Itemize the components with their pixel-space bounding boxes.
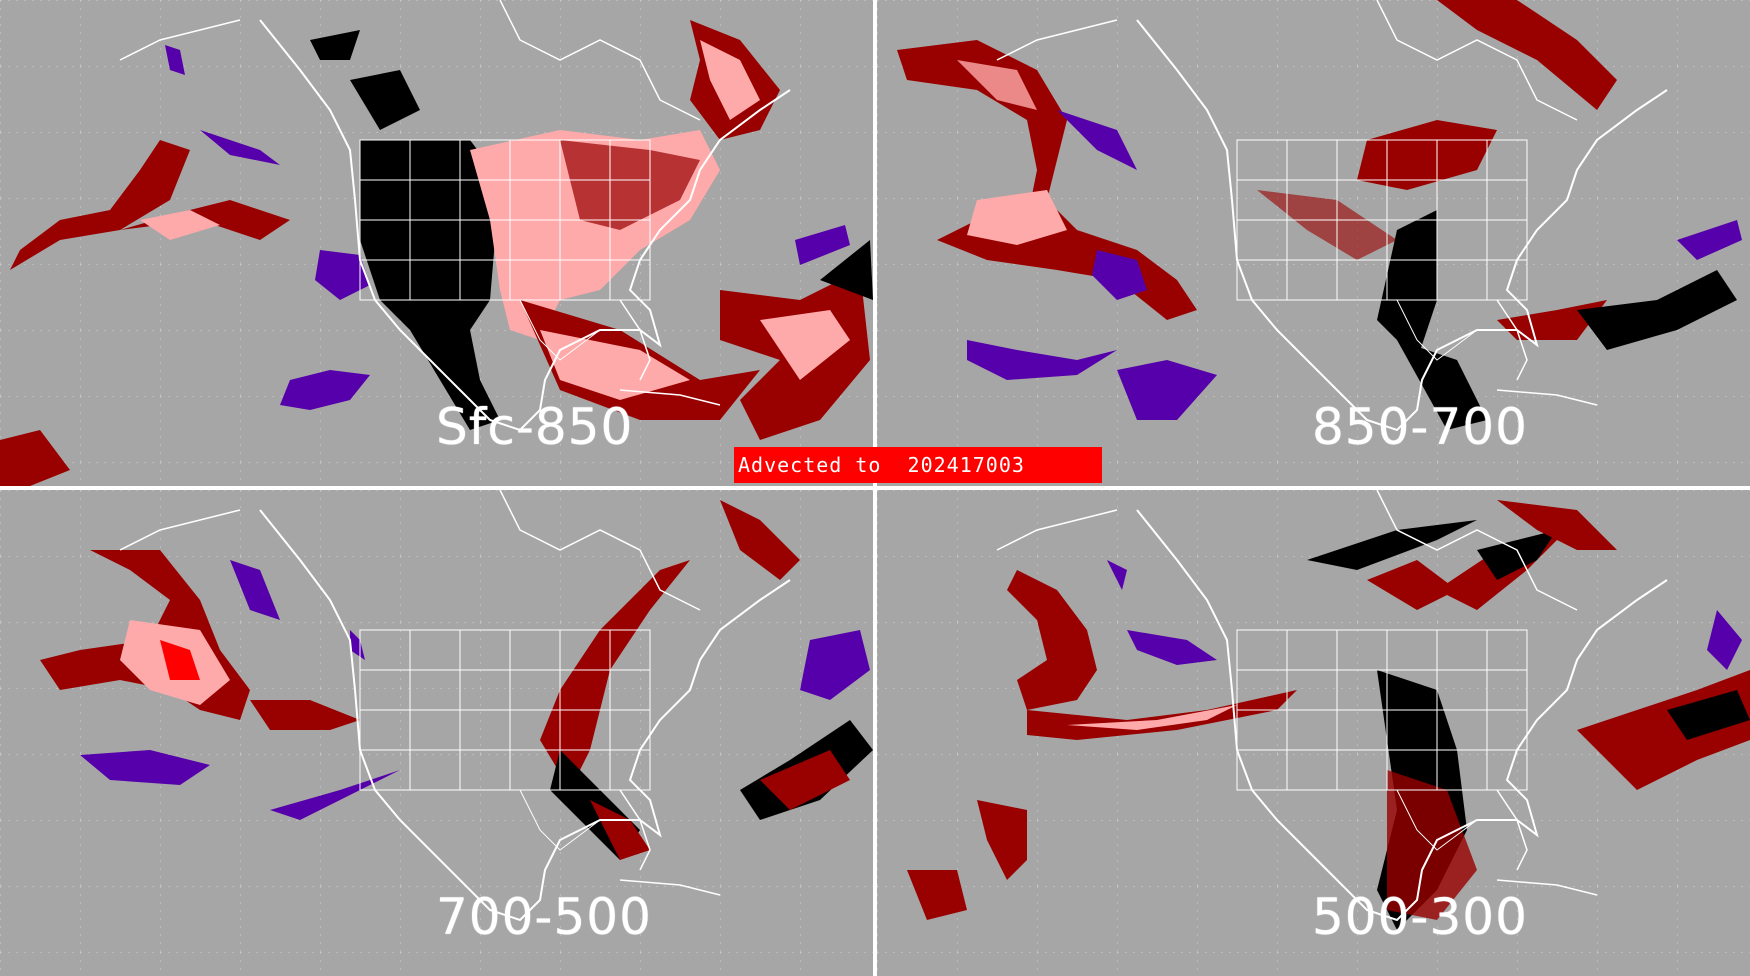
panel-850-700 [877,0,1750,486]
panel-sfc-850 [0,0,873,486]
horizontal-divider [0,486,1750,490]
panel-500-300 [877,489,1750,976]
panel-label-850-700: 850-700 [1312,398,1528,456]
panel-label-500-300: 500-300 [1312,888,1528,946]
advected-time-banner: Advected to 202417003 [734,447,1102,483]
panel-label-sfc-850: Sfc-850 [436,398,634,456]
panel-label-700-500: 700-500 [436,888,652,946]
panel-700-500 [0,489,873,976]
